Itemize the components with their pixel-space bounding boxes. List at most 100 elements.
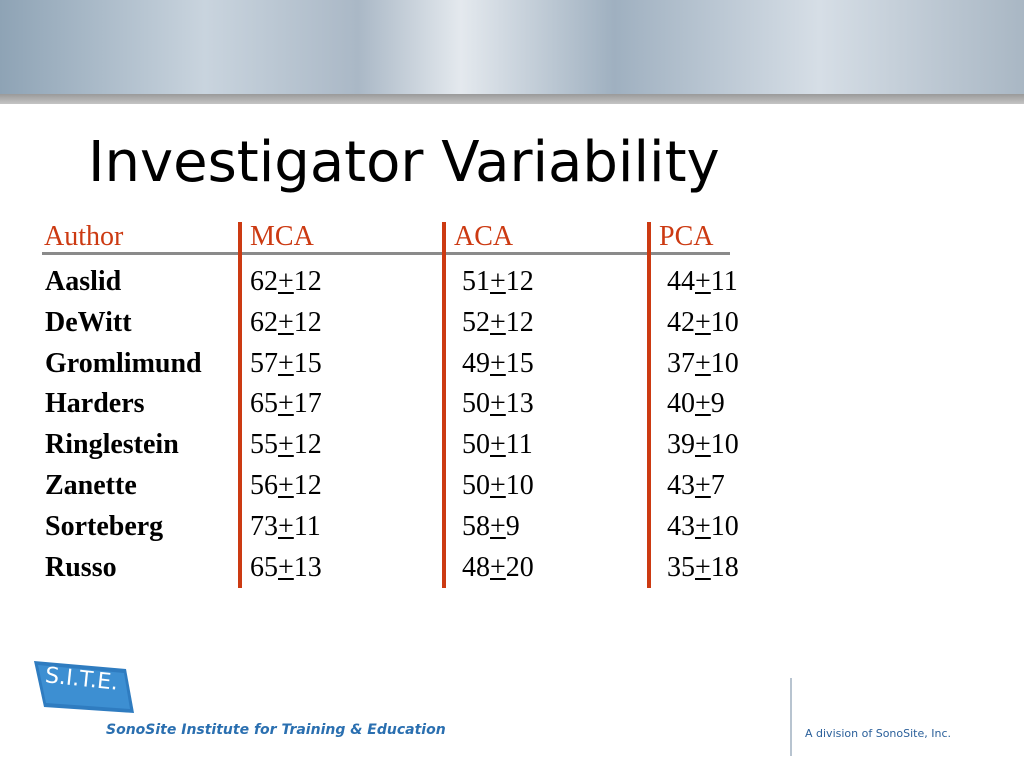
plus-minus: +	[490, 347, 506, 379]
column-divider	[647, 222, 651, 588]
mean: 50	[462, 429, 490, 461]
institute-name: SonoSite Institute for Training & Educat…	[106, 722, 446, 738]
sd: 9	[505, 510, 520, 542]
slide-title: Investigator Variability	[88, 130, 720, 195]
sd: 10	[710, 306, 739, 338]
mean: 50	[462, 470, 490, 501]
value-cell: 73+11	[250, 511, 321, 543]
author-cell: Sorteberg	[45, 510, 164, 542]
value-cell: 62+12	[250, 307, 322, 339]
sd: 12	[293, 470, 322, 501]
value-cell: 52+12	[462, 307, 534, 339]
column-header: Author	[44, 221, 124, 252]
sd: 12	[505, 266, 534, 297]
author-cell: Harders	[45, 388, 145, 420]
plus-minus: +	[695, 388, 711, 420]
value-cell: 43+10	[667, 511, 739, 543]
mean: 42	[667, 306, 695, 338]
plus-minus: +	[278, 470, 294, 501]
footer-separator	[790, 678, 792, 756]
plus-minus: +	[695, 510, 711, 542]
value-cell: 58+9	[462, 511, 520, 543]
plus-minus: +	[490, 266, 506, 297]
value-cell: 43+7	[667, 470, 725, 502]
mean: 39	[667, 429, 695, 461]
mean: 62	[250, 306, 278, 338]
plus-minus: +	[278, 306, 294, 338]
sd: 13	[505, 388, 534, 420]
mean: 40	[667, 388, 695, 420]
mean: 73	[250, 510, 278, 542]
plus-minus: +	[490, 470, 506, 501]
mean: 48	[462, 551, 490, 583]
sd: 9	[710, 388, 725, 420]
value-cell: 65+13	[250, 552, 322, 584]
value-cell: 50+13	[462, 388, 534, 420]
author-cell: DeWitt	[45, 306, 132, 338]
logo-flag-inner	[38, 665, 130, 709]
value-cell: 51+12	[462, 266, 534, 298]
column-header: MCA	[250, 221, 314, 252]
plus-minus: +	[695, 551, 711, 583]
mean: 43	[667, 470, 695, 501]
column-divider	[238, 222, 242, 588]
sd: 10	[710, 510, 739, 542]
sd: 18	[710, 551, 739, 583]
plus-minus: +	[490, 551, 506, 583]
mean: 65	[250, 551, 278, 583]
mean: 44	[667, 266, 695, 297]
column-divider	[442, 222, 446, 588]
value-cell: 37+10	[667, 348, 739, 380]
mean: 57	[250, 347, 278, 379]
value-cell: 56+12	[250, 470, 322, 502]
value-cell: 62+12	[250, 266, 322, 298]
sd: 12	[293, 266, 322, 297]
sd: 11	[505, 429, 533, 461]
author-cell: Gromlimund	[45, 347, 202, 379]
plus-minus: +	[490, 306, 506, 338]
plus-minus: +	[695, 347, 711, 379]
sd: 10	[710, 347, 739, 379]
value-cell: 49+15	[462, 348, 534, 380]
mean: 51	[462, 266, 490, 297]
sd: 12	[505, 306, 534, 338]
value-cell: 48+20	[462, 552, 534, 584]
mean: 35	[667, 551, 695, 583]
mean: 58	[462, 510, 490, 542]
value-cell: 40+9	[667, 388, 725, 420]
plus-minus: +	[490, 429, 506, 461]
header-rule	[42, 252, 730, 255]
column-header: ACA	[454, 221, 514, 252]
mean: 55	[250, 429, 278, 461]
author-cell: Ringlestein	[45, 429, 179, 461]
plus-minus: +	[695, 306, 711, 338]
site-logo	[34, 661, 134, 713]
division-note: A division of SonoSite, Inc.	[805, 727, 951, 740]
sd: 11	[293, 510, 321, 542]
value-cell: 35+18	[667, 552, 739, 584]
plus-minus: +	[278, 510, 294, 542]
column-header: PCA	[659, 221, 714, 252]
author-cell: Aaslid	[45, 266, 122, 297]
sd: 7	[710, 470, 725, 501]
banner-bar	[0, 94, 1024, 104]
plus-minus: +	[278, 266, 294, 297]
sd: 11	[710, 266, 738, 297]
sd: 13	[293, 551, 322, 583]
mean: 62	[250, 266, 278, 297]
plus-minus: +	[695, 429, 711, 461]
mean: 43	[667, 510, 695, 542]
mean: 37	[667, 347, 695, 379]
value-cell: 57+15	[250, 348, 322, 380]
plus-minus: +	[278, 347, 294, 379]
sd: 10	[710, 429, 739, 461]
sd: 17	[293, 388, 322, 420]
value-cell: 65+17	[250, 388, 322, 420]
plus-minus: +	[278, 388, 294, 420]
mean: 56	[250, 470, 278, 501]
mean: 49	[462, 347, 490, 379]
mean: 52	[462, 306, 490, 338]
author-cell: Russo	[45, 551, 117, 583]
value-cell: 50+11	[462, 429, 533, 461]
